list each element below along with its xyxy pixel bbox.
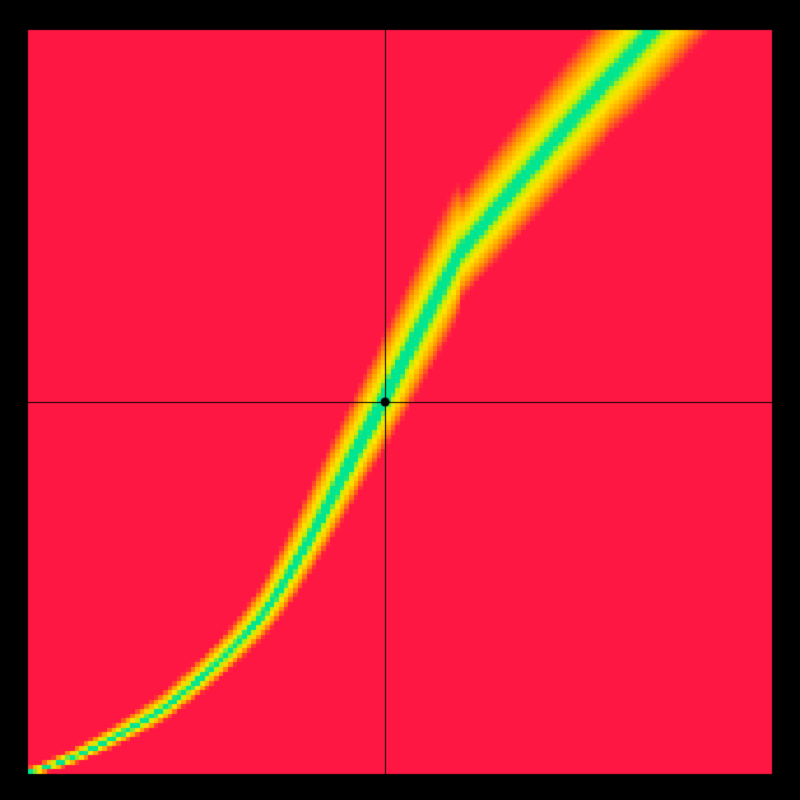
chart-container: TheBottleneck.com xyxy=(0,0,800,800)
bottleneck-heatmap xyxy=(0,0,800,800)
watermark-text: TheBottleneck.com xyxy=(606,6,790,29)
